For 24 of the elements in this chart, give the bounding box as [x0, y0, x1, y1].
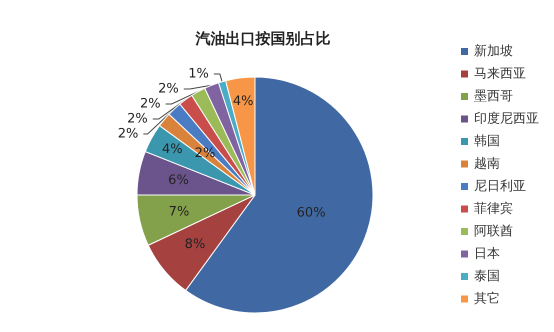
legend-label: 越南	[474, 156, 500, 172]
data-label: 2%	[127, 112, 148, 127]
legend-label: 菲律宾	[474, 200, 513, 216]
data-label: 4%	[232, 94, 254, 109]
data-label: 4%	[162, 142, 183, 158]
legend-label: 日本	[474, 246, 500, 262]
data-label: 7%	[168, 204, 190, 220]
legend-label: 墨西哥	[474, 89, 513, 104]
data-label: 1%	[188, 66, 209, 82]
chart-title: 汽油出口按国别占比	[194, 30, 330, 48]
data-label: 2%	[118, 126, 138, 142]
data-label: 2%	[158, 82, 179, 97]
legend-label: 泰国	[474, 269, 500, 284]
legend-label: 印度尼西亚	[474, 110, 539, 126]
legend-label: 马来西亚	[474, 66, 526, 82]
data-label: 8%	[184, 237, 206, 252]
data-label: 2%	[140, 96, 161, 112]
legend-label: 新加坡	[474, 44, 513, 59]
legend-label: 其它	[474, 290, 500, 306]
legend-label: 尼日利亚	[474, 179, 526, 194]
data-label: 6%	[168, 172, 189, 188]
legend-label: 阿联酋	[474, 224, 513, 239]
legend-label: 韩国	[474, 134, 500, 149]
data-label: 60%	[296, 206, 326, 221]
